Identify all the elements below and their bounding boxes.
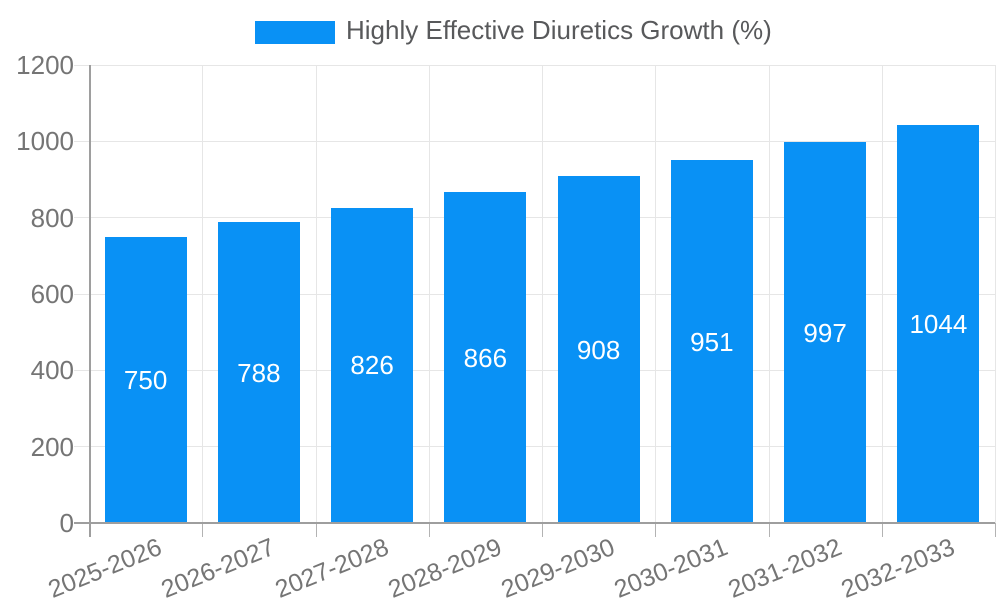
bar-value-label: 1044	[909, 308, 968, 339]
y-axis-line	[89, 65, 91, 537]
y-gridline	[74, 140, 995, 142]
bar: 750	[104, 236, 187, 523]
x-axis-tick	[542, 523, 543, 537]
x-axis-tick	[655, 523, 657, 537]
y-tick-label: 800	[30, 202, 74, 233]
y-tick-label: 1200	[16, 50, 74, 80]
x-axis-tick	[768, 523, 770, 537]
x-axis-tick	[881, 523, 883, 537]
x-axis-tick	[428, 523, 430, 537]
y-tick-label: 1000	[16, 126, 74, 157]
bar-value-label: 750	[123, 364, 168, 395]
category-gridline	[542, 65, 543, 523]
x-axis-line	[74, 522, 995, 524]
x-axis-tick	[995, 523, 996, 537]
category-gridline	[655, 65, 657, 523]
x-tick-label: 2027-2028	[270, 533, 393, 600]
category-gridline	[315, 65, 317, 523]
category-gridline	[768, 65, 770, 523]
y-gridline	[74, 293, 995, 295]
legend-label: Highly Effective Diuretics Growth (%)	[346, 15, 772, 45]
bar: 866	[444, 192, 527, 523]
bar-value-label: 908	[576, 334, 621, 365]
bar: 1044	[897, 124, 980, 523]
y-gridline	[74, 217, 995, 219]
y-tick-label: 600	[30, 279, 74, 309]
x-tick-label: 2031-2032	[723, 533, 846, 600]
x-tick-label: 2032-2033	[837, 533, 959, 600]
bar-value-label: 788	[237, 357, 281, 388]
bar-value-label: 997	[803, 317, 847, 348]
x-tick-label: 2026-2027	[157, 533, 279, 600]
y-tick-label: 200	[30, 431, 74, 462]
category-gridline	[881, 65, 883, 523]
bar-value-label: 866	[463, 342, 508, 373]
bar: 826	[331, 207, 414, 523]
legend-swatch	[255, 21, 335, 44]
x-tick-label: 2030-2031	[610, 533, 732, 600]
y-gridline	[74, 446, 995, 448]
x-tick-label: 2025-2026	[44, 533, 166, 600]
bar: 951	[670, 160, 753, 523]
bar-value-label: 826	[350, 350, 394, 381]
bar: 908	[557, 176, 640, 523]
category-gridline	[202, 65, 204, 523]
y-gridline	[74, 64, 995, 66]
y-gridline	[74, 369, 995, 371]
x-tick-label: 2028-2029	[384, 533, 506, 600]
y-tick-label: 0	[59, 508, 74, 538]
x-axis-tick	[202, 523, 204, 537]
bar: 788	[217, 222, 300, 523]
y-tick-label: 400	[30, 355, 74, 386]
category-gridline	[428, 65, 430, 523]
category-gridline	[995, 65, 996, 523]
x-tick-label: 2029-2030	[497, 533, 619, 600]
x-axis-tick	[315, 523, 317, 537]
bar: 997	[784, 142, 867, 523]
bar-value-label: 951	[690, 326, 734, 357]
